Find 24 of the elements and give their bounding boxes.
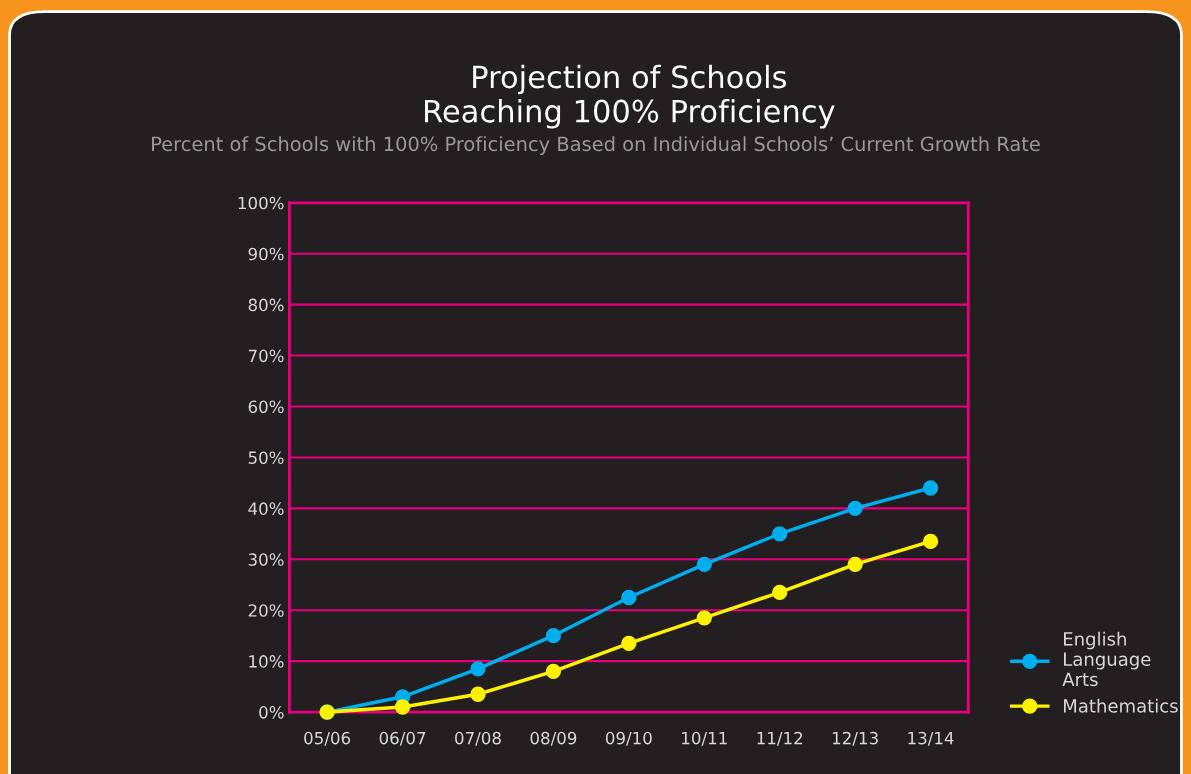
chart-subtitle: Percent of Schools with 100% Proficiency Based on Individual Schools’ Current Growth Rate xyxy=(152,136,1040,155)
x-tick-label: 08/09 xyxy=(530,731,577,746)
chart-title: Projection of Schools Reaching 100% Proficiency xyxy=(425,64,835,129)
x-tick-label: 13/14 xyxy=(908,731,954,746)
x-tick-label: 10/11 xyxy=(682,731,727,746)
x-tick-label: 05/06 xyxy=(304,731,351,746)
y-tick-label: 70% xyxy=(248,349,284,363)
y-tick-label: 20% xyxy=(248,604,284,617)
legend-label: Mathematics xyxy=(1064,698,1178,713)
y-tick-label: 80% xyxy=(248,298,284,312)
y-tick-label: 100% xyxy=(238,196,284,210)
y-tick-label: 0% xyxy=(259,706,284,719)
x-tick-label: 12/13 xyxy=(832,731,878,746)
y-tick-label: 10% xyxy=(249,655,284,668)
legend-label: English Language Arts xyxy=(1062,631,1151,687)
y-tick-label: 30% xyxy=(248,553,284,566)
y-tick-label: 60% xyxy=(248,400,284,414)
x-tick-label: 07/08 xyxy=(455,731,501,746)
y-tick-label: 40% xyxy=(248,502,284,515)
x-tick-label: 09/10 xyxy=(605,731,652,746)
y-tick-label: 90% xyxy=(248,247,284,261)
x-tick-label: 11/12 xyxy=(757,731,803,746)
x-tick-label: 06/07 xyxy=(379,731,426,746)
y-tick-label: 50% xyxy=(248,451,284,464)
